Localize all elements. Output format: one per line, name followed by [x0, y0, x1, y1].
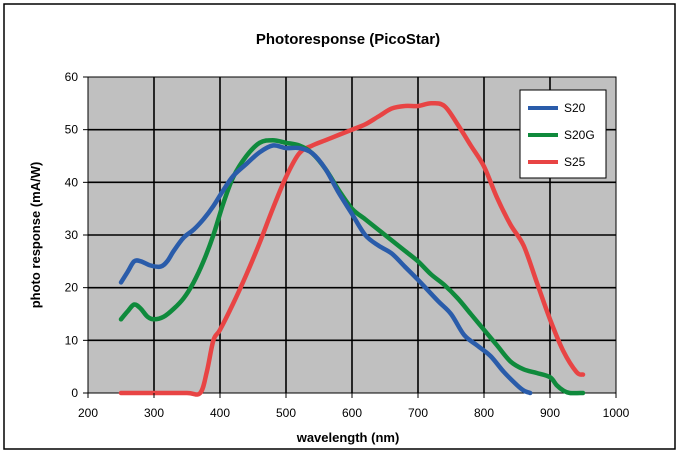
chart-title: Photoresponse (PicoStar) — [256, 31, 440, 48]
y-tick-label: 40 — [65, 175, 79, 189]
x-tick-label: 700 — [408, 406, 428, 420]
legend-label-s25: S25 — [564, 155, 586, 169]
x-tick-label: 300 — [144, 406, 164, 420]
legend: S20 S20G S25 — [519, 89, 607, 179]
y-tick-label: 60 — [65, 70, 79, 84]
series-layer — [118, 100, 586, 397]
y-tick-label: 20 — [65, 281, 79, 295]
y-tick-label: 30 — [65, 228, 79, 242]
x-tick-label: 600 — [342, 406, 362, 420]
y-axis-label: photo response (mA/W) — [28, 162, 43, 309]
legend-label-s20: S20 — [564, 101, 586, 115]
y-tick-label: 10 — [65, 333, 79, 347]
legend-label-s20g: S20G — [564, 128, 595, 142]
axis-ticks: 200 300 400 500 600 700 800 900 1000 0 10 20 30 40 50 6… — [65, 70, 630, 420]
x-axis-label: wavelength (nm) — [296, 430, 400, 445]
x-tick-label: 500 — [276, 406, 296, 420]
y-tick-label: 50 — [65, 123, 79, 137]
x-tick-label: 400 — [210, 406, 230, 420]
x-tick-label: 200 — [78, 406, 98, 420]
x-tick-label: 900 — [540, 406, 560, 420]
y-tick-label: 0 — [71, 386, 78, 400]
series-line-s20 — [118, 143, 533, 396]
x-tick-label: 800 — [474, 406, 494, 420]
series-line-s25 — [118, 100, 586, 397]
x-tick-label: 1000 — [603, 406, 630, 420]
